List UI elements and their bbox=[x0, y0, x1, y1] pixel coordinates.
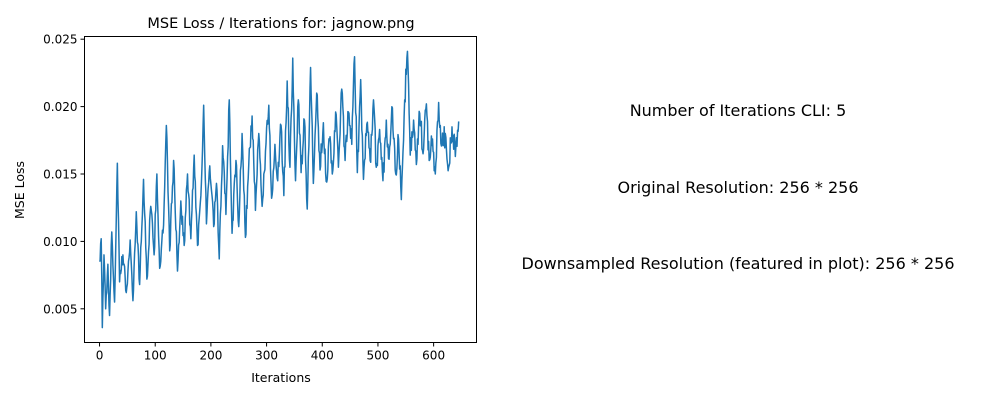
x-tick-label: 200 bbox=[199, 349, 222, 363]
x-tick-label: 300 bbox=[255, 349, 278, 363]
y-tick-label: 0.010 bbox=[43, 235, 77, 249]
x-tick-label: 600 bbox=[422, 349, 445, 363]
loss-series-line bbox=[98, 50, 460, 329]
x-tick-label: 500 bbox=[366, 349, 389, 363]
iterations-cli-text: Number of Iterations CLI: 5 bbox=[629, 101, 847, 120]
x-tick-label: 100 bbox=[144, 349, 167, 363]
chart-title: MSE Loss / Iterations for: jagnow.png bbox=[147, 16, 414, 32]
original-resolution-text: Original Resolution: 256 * 256 bbox=[617, 178, 859, 197]
y-tick-label: 0.005 bbox=[43, 302, 77, 316]
x-tick-label: 400 bbox=[311, 349, 334, 363]
x-axis-label: Iterations bbox=[251, 370, 311, 385]
downsampled-resolution-text: Downsampled Resolution (featured in plot… bbox=[521, 254, 955, 273]
x-tick-label: 0 bbox=[96, 349, 104, 363]
y-tick-label: 0.020 bbox=[43, 100, 77, 114]
y-axis-label: MSE Loss bbox=[12, 161, 27, 219]
plot-frame bbox=[84, 36, 477, 343]
y-tick-label: 0.015 bbox=[43, 167, 77, 181]
y-tick-label: 0.025 bbox=[43, 33, 77, 47]
